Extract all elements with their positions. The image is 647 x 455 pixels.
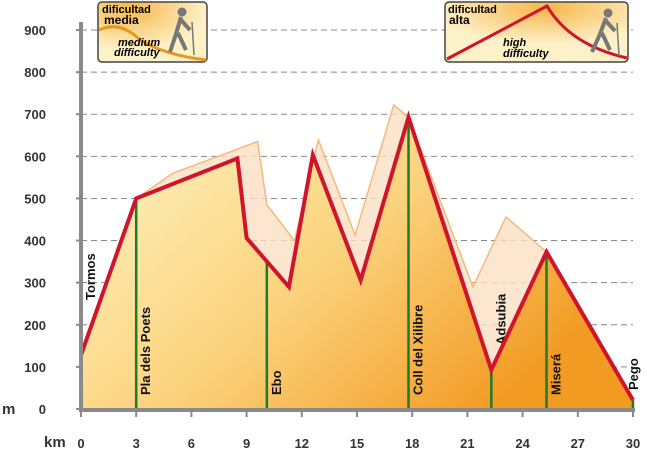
station-label: Adsubia [493,293,508,345]
badge-en-level: high [503,37,526,49]
x-tick-label: 15 [350,436,364,450]
badge-es-level: media [104,13,139,27]
y-tick-label: 200 [24,318,46,333]
difficulty-badge: dificultad media medium difficulty [97,1,208,63]
station-label: Tormos [83,253,98,300]
profile-alt [80,103,634,401]
badge-en: difficulty [114,47,161,59]
profile [79,110,635,402]
x-tick-label: 6 [188,436,195,450]
station-label: Miserá [549,353,564,395]
y-tick-label: 500 [24,191,46,206]
x-tick-label: 30 [626,436,640,450]
y-tick-label: 100 [24,360,46,375]
station-label: Pla dels Poets [138,307,153,395]
y-tick-label: 300 [24,276,46,291]
y-tick-label: 400 [24,234,46,249]
station-label: Pego [626,358,641,390]
x-unit: km [44,434,66,450]
badge-es: dificultad [102,4,151,16]
badge-en-level: medium [118,37,160,49]
badge-en: difficulty [503,48,550,60]
x-tick-label: 12 [295,436,309,450]
y-tick-label: 700 [24,107,46,122]
difficulty-badge: dificultad alta high difficulty [444,1,629,63]
x-tick-label: 18 [405,436,419,450]
y-unit: m [2,401,15,418]
x-tick-label: 3 [133,436,140,450]
y-tick-label: 600 [24,149,46,164]
area [81,117,633,410]
badge-es-level: alta [449,13,470,27]
x-tick-label: 21 [460,436,474,450]
plot: 0100200300400500600700800900mkmTormosPla… [2,22,641,451]
x-tick-label: 0 [77,436,84,450]
x-tick-label: 9 [243,436,250,450]
x-tick-label: 24 [515,436,530,450]
y-tick-label: 0 [39,402,46,417]
y-tick-label: 900 [24,23,46,38]
station-label: Ebo [269,370,284,395]
station-label: Coll del Xilibre [411,305,426,395]
badge-es: dificultad [448,4,497,16]
y-tick-label: 800 [24,65,46,80]
x-tick-label: 27 [571,436,585,450]
